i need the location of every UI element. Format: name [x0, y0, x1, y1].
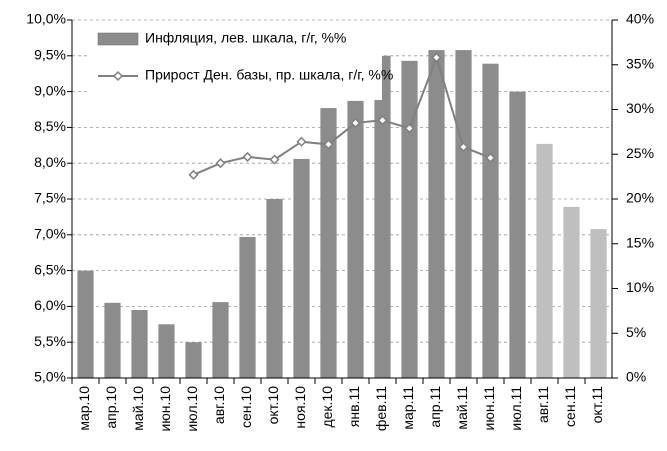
marker [377, 115, 388, 126]
x-tick-label: июн.11 [481, 386, 497, 431]
bar [482, 63, 499, 379]
marker [485, 152, 496, 163]
bar [374, 55, 391, 379]
bar [158, 324, 175, 378]
bar [185, 342, 202, 378]
bar [320, 108, 337, 379]
bar [347, 100, 364, 379]
y-tick-label: 10,0% [26, 11, 66, 27]
y-tick-label: 5,0% [34, 369, 66, 385]
x-tick-label: ноя.10 [292, 386, 308, 429]
x-tick-label: дек.10 [319, 386, 335, 428]
marker [350, 117, 361, 128]
y-tick-label: 9,0% [34, 82, 66, 98]
y2-tick-label: 25% [626, 145, 654, 161]
y-tick-label: 7,0% [34, 226, 66, 242]
y2-tick-label: 10% [626, 279, 654, 295]
y2-tick-label: 5% [626, 324, 646, 340]
marker [323, 139, 334, 150]
x-tick-label: мар.11 [400, 386, 416, 430]
legend-swatch [97, 32, 139, 46]
x-tick-label: май.10 [130, 386, 146, 431]
bar [293, 158, 310, 378]
y-tick-label: 9,5% [34, 47, 66, 63]
y2-tick-label: 15% [626, 234, 654, 250]
x-tick-label: сен.10 [238, 386, 254, 428]
x-tick-label: окт.11 [589, 386, 605, 424]
bar [104, 302, 121, 378]
marker [431, 52, 442, 63]
x-tick-label: фев.11 [373, 386, 389, 431]
legend-marker [112, 70, 124, 82]
bar [590, 229, 607, 378]
bar [536, 143, 553, 378]
y2-tick-label: 20% [626, 190, 654, 206]
y-tick-label: 5,5% [34, 333, 66, 349]
bar [401, 60, 418, 378]
bar [77, 270, 94, 378]
x-tick-label: апр.10 [103, 386, 119, 429]
marker [242, 151, 253, 162]
y-tick-label: 8,5% [34, 118, 66, 134]
legend-label: Инфляция, лев. шкала, г/г, %% [145, 30, 346, 46]
bar [131, 309, 148, 378]
x-tick-label: май.11 [454, 386, 470, 430]
x-tick-label: июл.11 [508, 386, 524, 431]
bar [563, 206, 580, 378]
bar [239, 236, 256, 378]
bar [212, 302, 229, 378]
y2-tick-label: 35% [626, 55, 654, 71]
marker [458, 142, 469, 153]
y-tick-label: 6,5% [34, 261, 66, 277]
x-tick-label: авг.10 [211, 386, 227, 424]
bar [428, 50, 445, 379]
y-tick-label: 6,0% [34, 297, 66, 313]
x-tick-label: июл.10 [184, 386, 200, 432]
x-tick-label: авг.11 [535, 386, 551, 423]
marker [296, 136, 307, 147]
marker [404, 123, 415, 134]
x-tick-label: апр.11 [427, 386, 443, 428]
marker [215, 158, 226, 169]
legend-box [90, 24, 382, 100]
legend: Инфляция, лев. шкала, г/г, %% Прирост Ден… [90, 24, 393, 100]
y2-tick-label: 30% [626, 100, 654, 116]
x-tick-label: мар.10 [76, 386, 92, 431]
y-tick-label: 7,5% [34, 190, 66, 206]
y2-tick-label: 40% [626, 11, 654, 27]
x-tick-label: июн.10 [157, 386, 173, 432]
x-tick-label: окт.10 [265, 386, 281, 425]
line [193, 54, 491, 176]
legend-label: Прирост Ден. базы, пр. шкала, г/г, %% [145, 67, 393, 83]
marker [269, 154, 280, 165]
bar [455, 50, 472, 379]
x-tick-label: сен.11 [562, 386, 578, 427]
bar [509, 91, 526, 378]
x-tick-label: янв.11 [346, 386, 362, 427]
y2-tick-label: 0% [626, 369, 646, 385]
bar [266, 199, 283, 378]
y-tick-label: 8,0% [34, 154, 66, 170]
marker [188, 169, 199, 180]
